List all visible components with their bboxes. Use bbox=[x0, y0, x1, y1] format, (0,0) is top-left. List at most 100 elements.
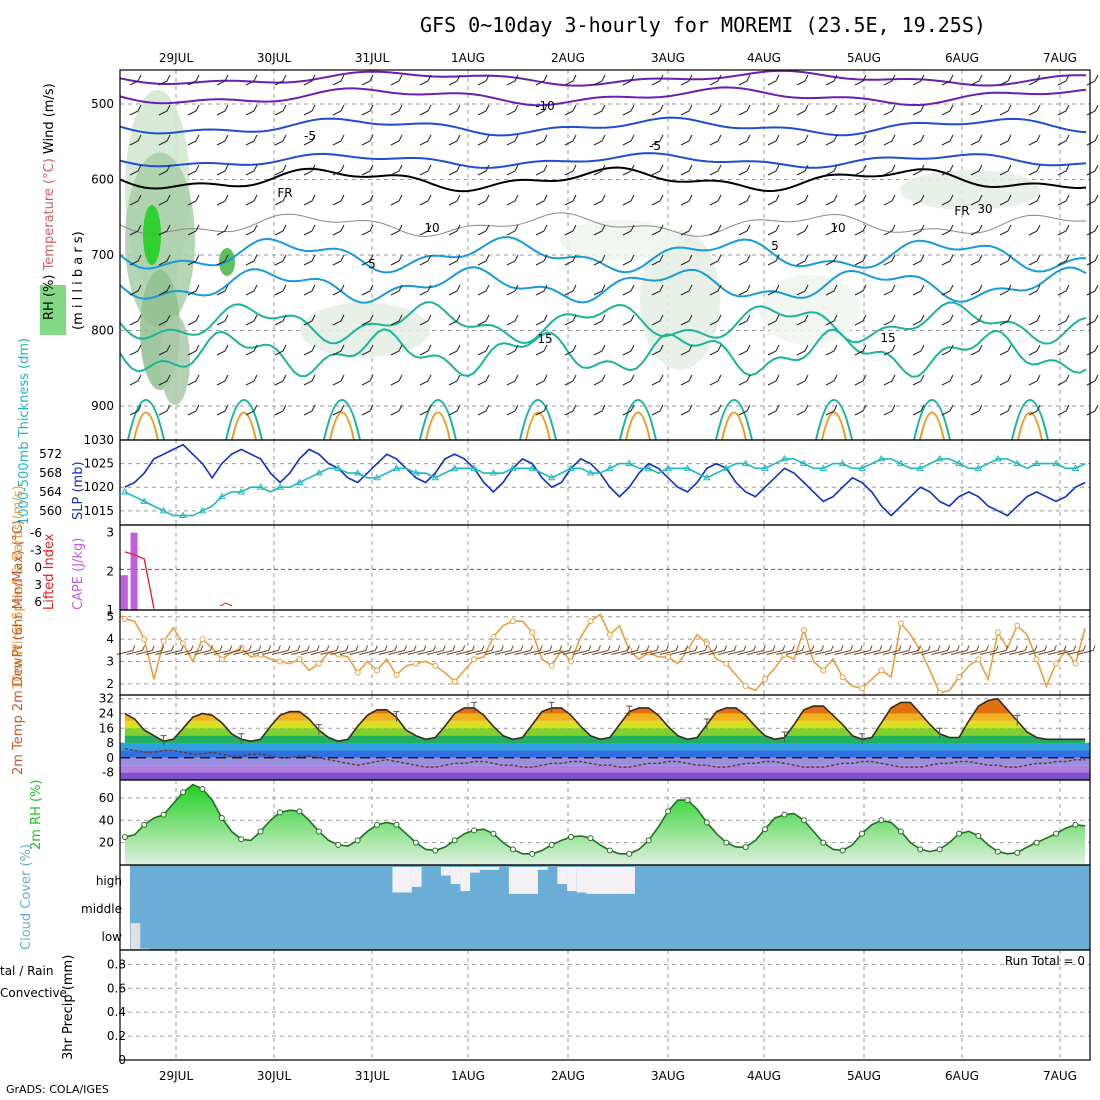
wind-barb bbox=[320, 645, 340, 655]
wind-barb bbox=[535, 134, 548, 146]
pressure-tick: 800 bbox=[91, 324, 114, 338]
panel-frame bbox=[119, 949, 1091, 1061]
wind-barb bbox=[448, 404, 461, 416]
wind-barb bbox=[640, 645, 660, 655]
wind-barb bbox=[709, 74, 722, 86]
temp-contour bbox=[525, 411, 551, 441]
wind-barb bbox=[1086, 164, 1099, 176]
wind-barb bbox=[738, 74, 751, 86]
wind-speed-line-point bbox=[451, 678, 458, 685]
thickness-line-point bbox=[120, 487, 129, 495]
rh-shading bbox=[560, 220, 680, 260]
wind-barb bbox=[912, 284, 925, 296]
minmax-marker bbox=[626, 705, 633, 717]
wind-barb bbox=[999, 284, 1012, 296]
thickness-line-point bbox=[547, 473, 556, 481]
wind-barb bbox=[863, 645, 883, 655]
wind-barb bbox=[796, 374, 809, 386]
wind-barb bbox=[204, 645, 223, 655]
wind-barb bbox=[999, 194, 1012, 206]
thickness-line-point bbox=[1032, 459, 1041, 467]
rh-line-point bbox=[218, 815, 225, 822]
wind-barb bbox=[651, 404, 664, 416]
rh-line-point bbox=[451, 837, 458, 844]
wind-barb bbox=[796, 164, 809, 176]
wind-barb bbox=[767, 134, 780, 146]
thickness-line-point bbox=[334, 464, 343, 471]
wind-barb bbox=[738, 104, 751, 116]
wind-barb bbox=[912, 344, 925, 356]
wind-barb bbox=[129, 374, 142, 386]
temp-contour bbox=[1017, 411, 1043, 441]
cloud-high-block bbox=[392, 867, 412, 893]
wind-speed-line-point bbox=[529, 629, 536, 636]
wind-barb bbox=[242, 645, 262, 655]
rh-line-point bbox=[568, 834, 575, 841]
wind-barb bbox=[165, 645, 184, 655]
wind-barb bbox=[216, 254, 229, 266]
wind-barb bbox=[999, 164, 1012, 176]
wind-barb bbox=[941, 314, 954, 326]
wind-barb bbox=[795, 645, 815, 655]
wind-barb bbox=[535, 224, 548, 236]
temp-contour bbox=[119, 266, 1087, 304]
wind-barb bbox=[361, 194, 374, 206]
wind-barb bbox=[535, 164, 548, 176]
thickness-line-point bbox=[470, 464, 478, 471]
rh-line-point bbox=[994, 848, 1001, 855]
wind-speed-line-point bbox=[975, 656, 982, 663]
wind-barb bbox=[332, 134, 345, 146]
wind-barb bbox=[194, 645, 213, 655]
wind-barb bbox=[622, 194, 635, 206]
frame-layer bbox=[119, 69, 1091, 1061]
rh-line-point bbox=[587, 835, 594, 842]
wind-barb bbox=[727, 645, 747, 655]
wind-barb bbox=[1018, 645, 1038, 655]
slp-tick: 1025 bbox=[83, 457, 114, 471]
wind-barb bbox=[349, 645, 369, 655]
wind-barb bbox=[1057, 374, 1070, 386]
wind-barb bbox=[912, 164, 925, 176]
wind-barb bbox=[216, 284, 229, 296]
wind-barb bbox=[630, 645, 650, 655]
temp-contour bbox=[519, 399, 557, 441]
wind-barb bbox=[1028, 194, 1041, 206]
wind-barb bbox=[651, 284, 664, 296]
wind-barb bbox=[738, 194, 751, 206]
thickness-line-point bbox=[819, 464, 828, 471]
wind-barb bbox=[622, 314, 635, 326]
rh-line-point bbox=[626, 850, 633, 857]
thickness-tick: 572 bbox=[39, 447, 62, 461]
cape-bar bbox=[120, 575, 128, 610]
wind-barb bbox=[564, 404, 577, 416]
thickness-line-point bbox=[993, 454, 1002, 462]
thickness-line-point bbox=[935, 454, 944, 462]
wind-barb bbox=[158, 374, 171, 386]
wind-barb bbox=[158, 344, 171, 356]
slp-ylabel: SLP (mb) bbox=[71, 461, 86, 520]
wind-speed-line-point bbox=[315, 660, 322, 667]
wind-speed-line-point bbox=[218, 656, 225, 663]
wind-barb bbox=[854, 74, 867, 86]
wind-barb bbox=[303, 314, 316, 326]
wind-barb bbox=[448, 164, 461, 176]
wind-tick: 4 bbox=[106, 632, 114, 646]
rh-shading bbox=[143, 205, 161, 265]
wind-barb bbox=[419, 224, 432, 236]
lifted-ylabel: Lifted Index bbox=[42, 533, 57, 610]
rh-line-point bbox=[1014, 849, 1021, 856]
wind-barb bbox=[245, 194, 258, 206]
date-label-bottom: 29JUL bbox=[159, 1069, 194, 1083]
wind-speed-line-point bbox=[393, 671, 400, 678]
wind-barb bbox=[680, 224, 693, 236]
wind-speed-line-point bbox=[994, 629, 1001, 636]
contour-label: FR bbox=[277, 186, 292, 200]
wind-barb bbox=[524, 645, 543, 655]
wind-barb bbox=[506, 404, 519, 416]
wind-barb bbox=[651, 224, 664, 236]
temp-contour bbox=[821, 411, 847, 441]
wind-barb bbox=[136, 645, 155, 655]
wind-barb bbox=[361, 254, 374, 266]
wind-barb bbox=[477, 74, 490, 86]
wind-barb bbox=[767, 194, 780, 206]
